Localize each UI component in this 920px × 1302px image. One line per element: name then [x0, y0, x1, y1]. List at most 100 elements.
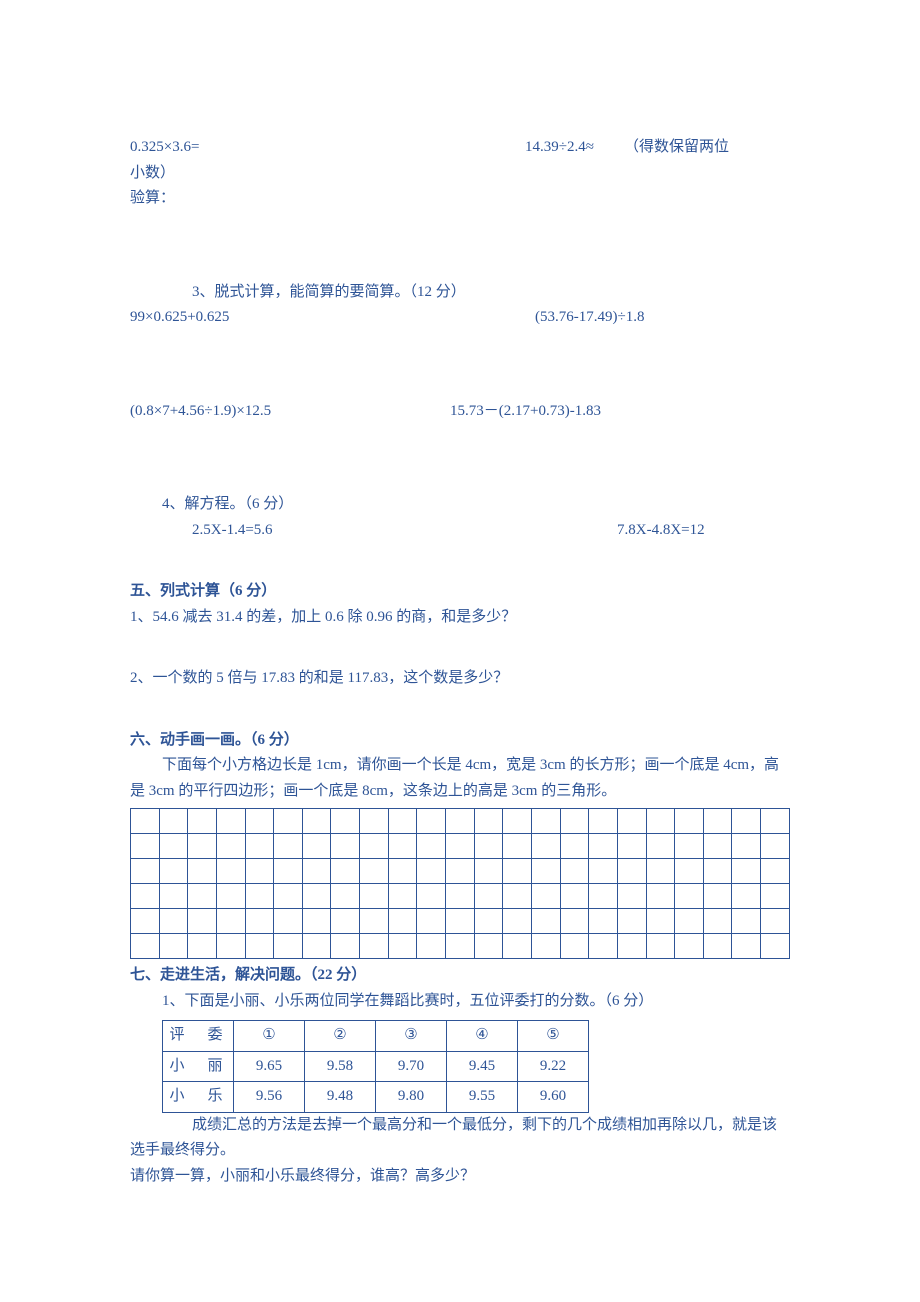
grid-cell [245, 834, 274, 859]
grid-cell [761, 884, 790, 909]
grid-cell [646, 834, 675, 859]
grid-cell [761, 934, 790, 959]
grid-cell [617, 934, 646, 959]
grid-cell [331, 909, 360, 934]
grid-cell [589, 909, 618, 934]
grid-cell [388, 809, 417, 834]
grid-cell [474, 809, 503, 834]
grid-cell [646, 909, 675, 934]
grid-cell [388, 884, 417, 909]
calc-right-note: （得数保留两位 [624, 139, 729, 155]
grid-cell [331, 934, 360, 959]
grid-cell [675, 934, 704, 959]
grid-cell [188, 909, 217, 934]
grid-cell [188, 809, 217, 834]
s7-q1-title: 1、下面是小丽、小乐两位同学在舞蹈比赛时，五位评委打的分数。（6 分） [130, 989, 790, 1015]
grid-cell [761, 909, 790, 934]
score-header-col: ④ [447, 1021, 518, 1052]
grid-cell [560, 834, 589, 859]
q3-r2c1: (0.8×7+4.56÷1.9)×12.5 [130, 399, 450, 425]
grid-cell [131, 934, 160, 959]
s6-desc-line2: 是 3cm 的平行四边形；画一个底是 8cm，这条边上的高是 3cm 的三角形。 [130, 779, 790, 805]
grid-cell [503, 934, 532, 959]
grid-cell [216, 809, 245, 834]
score-cell: 9.48 [305, 1082, 376, 1113]
s7-ask: 请你算一算，小丽和小乐最终得分，谁高？高多少？ [130, 1164, 790, 1190]
grid-cell [446, 934, 475, 959]
s6-desc-line1: 下面每个小方格边长是 1cm，请你画一个长是 4cm，宽是 3cm 的长方形；画… [130, 753, 790, 779]
grid-cell [216, 884, 245, 909]
grid-cell [188, 859, 217, 884]
grid-cell [675, 834, 704, 859]
grid-cell [388, 834, 417, 859]
grid-cell [302, 834, 331, 859]
s7-note-l1: 成绩汇总的方法是去掉一个最高分和一个最低分，剩下的几个成绩相加再除以几，就是该 [130, 1113, 790, 1139]
grid-cell [474, 834, 503, 859]
grid-cell [331, 834, 360, 859]
grid-cell [446, 884, 475, 909]
score-table: 评 委①②③④⑤小 丽9.659.589.709.459.22小 乐9.569.… [162, 1020, 589, 1113]
calc-q-right: 14.39÷2.4≈ （得数保留两位 [525, 135, 790, 161]
grid-cell [159, 834, 188, 859]
grid-cell [446, 859, 475, 884]
grid-cell [560, 859, 589, 884]
grid-cell [417, 859, 446, 884]
drawing-grid [130, 808, 790, 959]
grid-cell [617, 834, 646, 859]
grid-cell [274, 834, 303, 859]
grid-cell [617, 909, 646, 934]
grid-cell [675, 909, 704, 934]
grid-cell [360, 909, 389, 934]
grid-cell [245, 859, 274, 884]
score-row-label: 小 乐 [163, 1082, 234, 1113]
score-header-col: ② [305, 1021, 376, 1052]
grid-cell [360, 934, 389, 959]
grid-cell [302, 859, 331, 884]
q4-title: 4、解方程。（6 分） [130, 492, 790, 518]
grid-cell [302, 809, 331, 834]
grid-cell [131, 859, 160, 884]
grid-cell [503, 834, 532, 859]
grid-cell [131, 884, 160, 909]
grid-cell [732, 909, 761, 934]
grid-cell [503, 859, 532, 884]
grid-cell [216, 834, 245, 859]
grid-cell [703, 834, 732, 859]
grid-cell [474, 859, 503, 884]
grid-cell [589, 884, 618, 909]
score-header-col: ① [234, 1021, 305, 1052]
grid-cell [531, 859, 560, 884]
grid-cell [503, 884, 532, 909]
q4-row: 2.5X-1.4=5.6 7.8X-4.8X=12 [130, 518, 790, 544]
section7-heading: 七、走进生活，解决问题。（22 分） [130, 963, 790, 989]
score-cell: 9.80 [376, 1082, 447, 1113]
q3-r1c2: (53.76-17.49)÷1.8 [525, 305, 790, 331]
grid-cell [159, 859, 188, 884]
grid-cell [446, 809, 475, 834]
q4-c2: 7.8X-4.8X=12 [587, 518, 790, 544]
grid-cell [503, 909, 532, 934]
grid-cell [159, 884, 188, 909]
q3-title: 3、脱式计算，能简算的要简算。（12 分） [130, 280, 790, 306]
grid-cell [360, 859, 389, 884]
grid-cell [703, 809, 732, 834]
grid-cell [531, 934, 560, 959]
score-cell: 9.55 [447, 1082, 518, 1113]
grid-cell [703, 884, 732, 909]
grid-cell [388, 934, 417, 959]
grid-cell [617, 809, 646, 834]
grid-cell [589, 859, 618, 884]
score-table-wrap: 评 委①②③④⑤小 丽9.659.589.709.459.22小 乐9.569.… [130, 1020, 790, 1113]
grid-cell [675, 884, 704, 909]
grid-cell [131, 809, 160, 834]
grid-cell [417, 884, 446, 909]
grid-cell [531, 909, 560, 934]
grid-cell [560, 909, 589, 934]
score-header-col: ③ [376, 1021, 447, 1052]
grid-cell [159, 909, 188, 934]
grid-cell [589, 934, 618, 959]
grid-cell [417, 909, 446, 934]
section5-q2: 2、一个数的 5 倍与 17.83 的和是 117.83，这个数是多少？ [130, 666, 790, 692]
grid-cell [188, 934, 217, 959]
score-header-col: ⑤ [518, 1021, 589, 1052]
